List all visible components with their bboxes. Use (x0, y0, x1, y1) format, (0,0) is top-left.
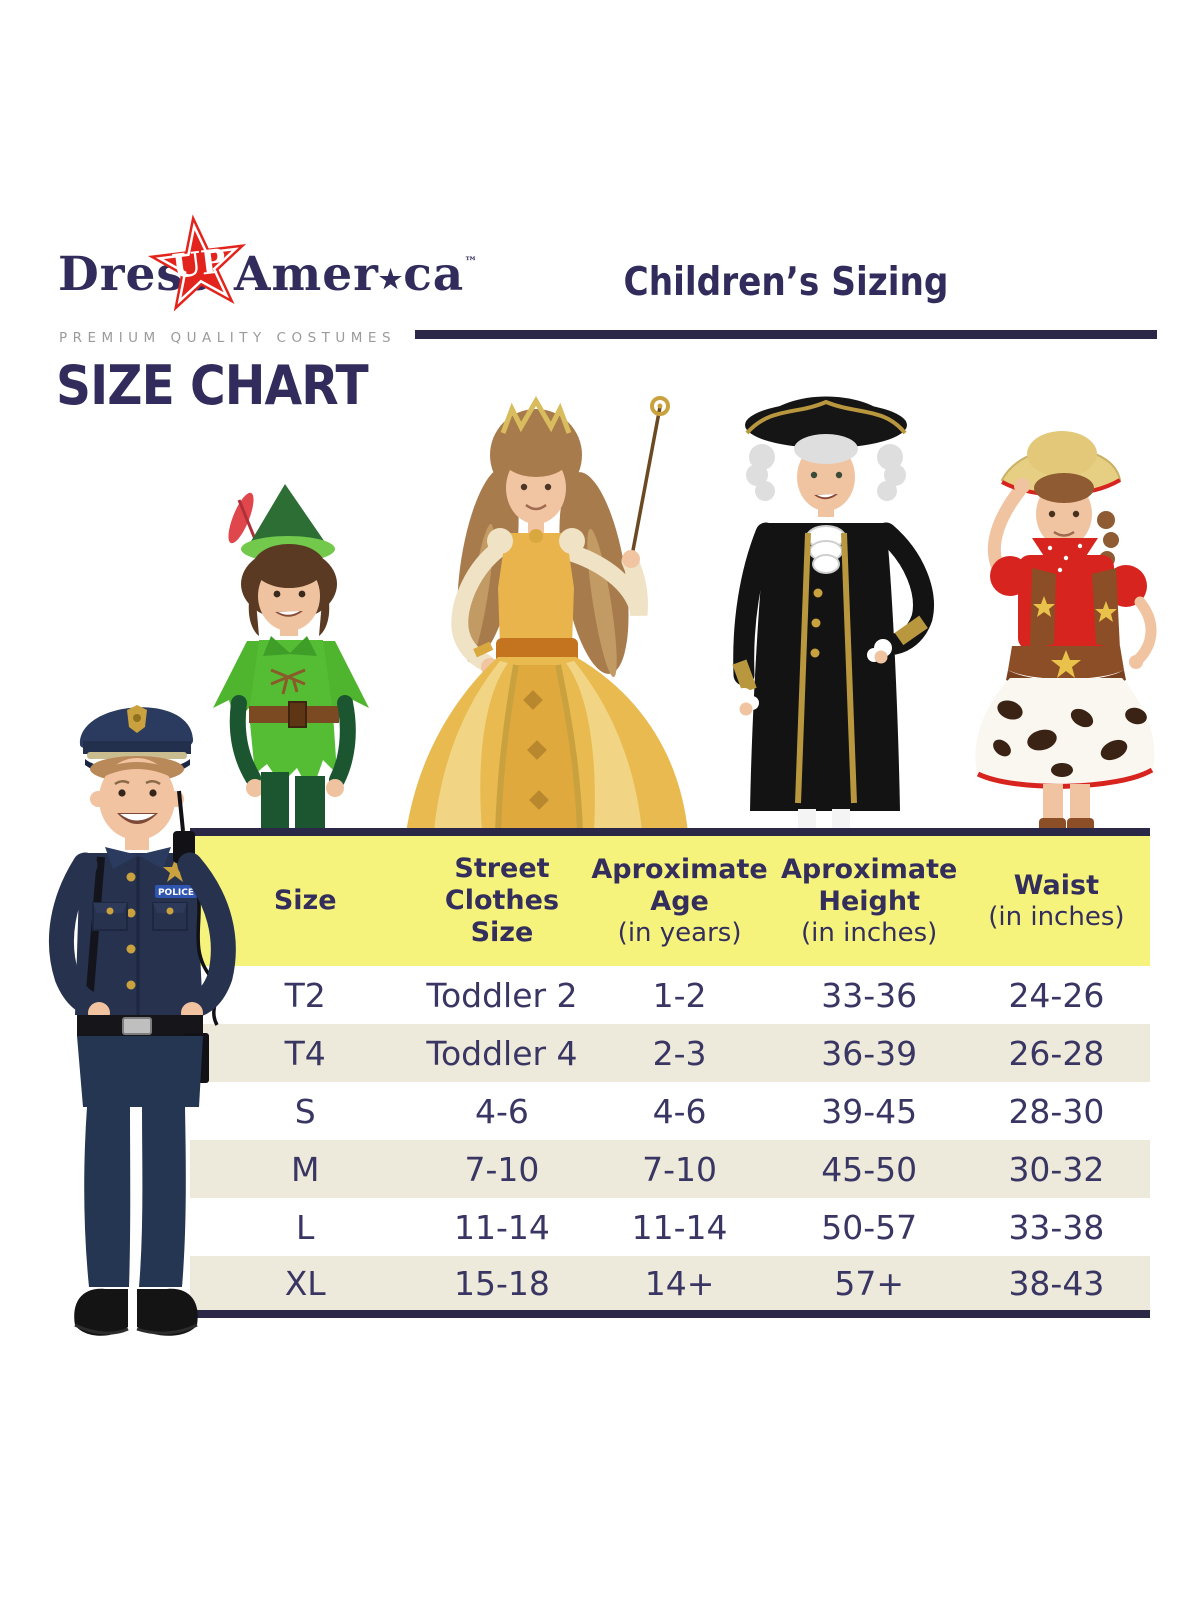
table-cell: XL (284, 1263, 326, 1303)
table-cell: 38-43 (1008, 1263, 1105, 1303)
table-cell: 28-30 (1008, 1091, 1105, 1131)
svg-text:POLICE: POLICE (158, 888, 194, 898)
table-row: L 11-14 11-14 50-57 33-38 (190, 1198, 1150, 1256)
table-cell: 39-45 (821, 1091, 918, 1131)
table-cell: L (296, 1207, 315, 1247)
table-cell: 57+ (834, 1263, 904, 1303)
col-header-waist: Waist (in inches) (988, 869, 1125, 932)
table-cell: 11-14 (454, 1207, 550, 1247)
table-cell: 24-26 (1008, 975, 1105, 1015)
table-cell: 50-57 (821, 1207, 918, 1247)
col-header-approximate-height: Aproximate Height (in inches) (781, 853, 958, 948)
table-row: XL 15-18 14+ 57+ 38-43 (190, 1256, 1150, 1314)
col-header-approximate-age: Aproximate Age (in years) (591, 853, 768, 948)
col-header-size: Size (273, 885, 337, 917)
table-cell: 7-10 (464, 1149, 540, 1189)
logo-star-icon (147, 214, 247, 312)
table-row: M 7-10 7-10 45-50 30-32 (190, 1140, 1150, 1198)
photo-cowgirl-costume (940, 418, 1190, 833)
photo-colonial-costume (700, 383, 945, 833)
page-title: Children’s Sizing (623, 260, 949, 305)
table-cell: 4-6 (475, 1091, 529, 1131)
size-table-header: Size Street Clothes Size Aproximate Age(… (190, 832, 1150, 966)
size-table: Size Street Clothes Size Aproximate Age(… (190, 828, 1150, 1318)
table-cell: 7-10 (642, 1149, 718, 1189)
table-row: S 4-6 4-6 39-45 28-30 (190, 1082, 1150, 1140)
table-cell: 36-39 (821, 1033, 918, 1073)
table-cell: S (294, 1091, 316, 1131)
photo-peter-pan-costume (205, 478, 395, 833)
table-cell: 26-28 (1008, 1033, 1105, 1073)
trademark-symbol: ™ (464, 255, 478, 270)
logo-word-america: Amer★ca™ (234, 247, 478, 302)
table-cell: M (290, 1149, 320, 1189)
letter-i-star-icon: ★ (378, 265, 404, 295)
table-cell: 11-14 (631, 1207, 728, 1247)
table-cell: T4 (284, 1033, 326, 1073)
brand-tagline: PREMIUM QUALITY COSTUMES (59, 330, 397, 346)
table-cell: 2-3 (652, 1033, 707, 1073)
table-cell: 33-38 (1008, 1207, 1105, 1247)
table-cell: T2 (284, 975, 326, 1015)
heading-divider (415, 330, 1157, 339)
col-header-street-clothes-size: Street Clothes Size (444, 853, 560, 948)
table-row: T2 Toddler 2 1-2 33-36 24-26 (190, 966, 1150, 1024)
table-cell: 30-32 (1008, 1149, 1105, 1189)
size-chart-title: SIZE CHART (56, 354, 369, 417)
table-cell: 45-50 (821, 1149, 918, 1189)
header-row: Size Street Clothes Size Aproximate Age(… (190, 832, 1150, 966)
table-cell: 4-6 (652, 1091, 707, 1131)
table-row: T4 Toddler 4 2-3 36-39 26-28 (190, 1024, 1150, 1082)
table-cell: 33-36 (821, 975, 918, 1015)
table-cell: 14+ (644, 1263, 715, 1303)
table-cell: Toddler 4 (426, 1033, 578, 1073)
table-cell: 1-2 (652, 975, 707, 1015)
table-cell: 15-18 (454, 1263, 550, 1303)
photo-gold-princess-costume (388, 393, 706, 833)
table-cell: Toddler 2 (426, 975, 578, 1015)
photo-police-officer-costume: POLICE (25, 685, 300, 1360)
